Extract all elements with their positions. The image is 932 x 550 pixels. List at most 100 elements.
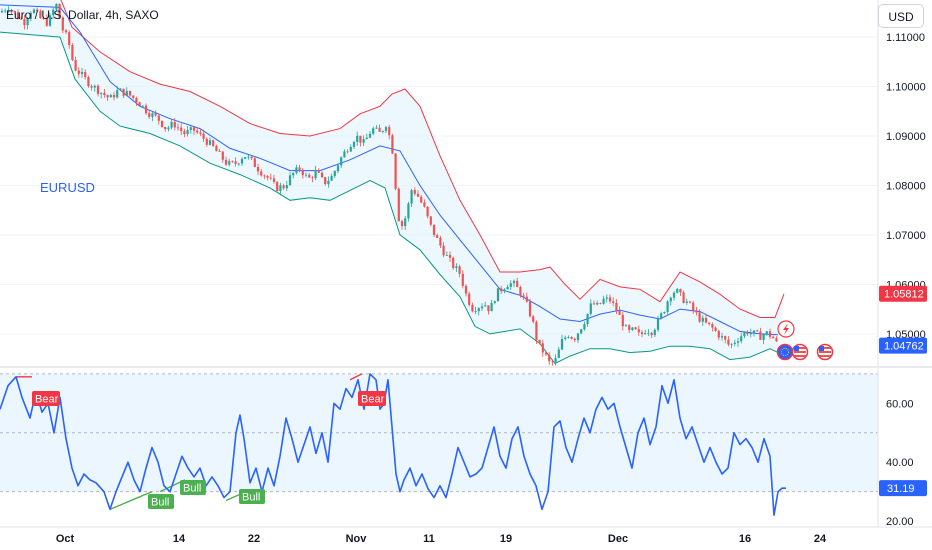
candle-body	[170, 121, 173, 128]
candle-body	[343, 151, 346, 158]
symbol-watermark: EURUSD	[40, 180, 95, 195]
candle-body	[250, 156, 253, 159]
candle-body	[237, 163, 240, 165]
candle-body	[48, 15, 52, 26]
bollinger-lower-line	[0, 31, 779, 365]
rsi-tag-label: 31.19	[887, 483, 915, 495]
candle-body	[311, 177, 314, 179]
bear-divergence-line	[349, 373, 363, 381]
candle-body	[762, 334, 765, 340]
price-tag-label: 1.05812	[884, 289, 924, 301]
candle-body	[36, 9, 39, 11]
candle-body	[423, 202, 426, 207]
candle-body	[698, 312, 701, 322]
candle-body	[231, 161, 234, 163]
candle-body	[381, 130, 384, 132]
us-flag-icon[interactable]	[816, 343, 834, 361]
candle-body	[119, 88, 122, 91]
candle-body	[13, 10, 16, 13]
candle-body	[679, 288, 682, 293]
price-tick-label: 1.09000	[886, 131, 926, 143]
eu-flag-icon[interactable]	[776, 343, 794, 361]
candle-body	[490, 302, 493, 312]
candle-body	[333, 170, 336, 176]
time-tick-label: 24	[814, 533, 827, 545]
candle-body	[266, 175, 269, 178]
candle-body	[567, 336, 570, 338]
candle-body	[29, 12, 32, 20]
candle-body	[269, 177, 272, 179]
candle-body	[202, 133, 205, 139]
candle-body	[391, 135, 394, 154]
candle-body	[432, 224, 436, 235]
candle-body	[234, 161, 237, 164]
candle-body	[452, 257, 455, 269]
candle-body	[39, 10, 42, 19]
candle-body	[653, 329, 656, 336]
candle-body	[74, 59, 77, 71]
candle-body	[154, 113, 157, 116]
candle-body	[103, 92, 106, 96]
price-tags: 1.05812 1.04762	[879, 285, 927, 354]
currency-button[interactable]: USD	[878, 4, 924, 28]
rsi-tick-label: 20.00	[886, 516, 914, 528]
candle-body	[384, 127, 388, 131]
candle-body	[244, 157, 247, 159]
candle-body	[314, 170, 317, 179]
candle-body	[272, 178, 276, 182]
candle-body	[260, 171, 263, 176]
candle-body	[496, 288, 500, 302]
us-flag-icon[interactable]	[791, 343, 809, 361]
price-tag-box	[879, 337, 927, 354]
candle-body	[416, 193, 420, 197]
candle-body	[128, 90, 132, 96]
candle-body	[352, 141, 356, 148]
candle-body	[493, 301, 496, 303]
rsi-axis-labels: 60.00 40.00 20.00	[886, 398, 914, 528]
candle-body	[304, 174, 308, 176]
candle-body	[356, 135, 359, 142]
candle-body	[596, 302, 599, 305]
candle-body	[669, 297, 672, 302]
candle-body	[640, 332, 644, 335]
candle-body	[474, 311, 477, 312]
candle-body	[138, 102, 141, 107]
bull-label-box	[239, 489, 265, 504]
candle-body	[583, 324, 586, 330]
time-tick-label: Dec	[608, 533, 628, 545]
candle-body	[759, 331, 762, 340]
bear-label-box	[358, 391, 386, 406]
time-tick-label: Nov	[346, 533, 368, 545]
bull-label-box	[148, 494, 174, 509]
candle-body	[656, 318, 660, 330]
candle-body	[80, 71, 84, 74]
candlestick-series	[0, 3, 778, 366]
candle-body	[87, 77, 90, 87]
candle-body	[71, 45, 74, 60]
candle-body	[317, 170, 320, 173]
candle-body	[615, 302, 618, 311]
candle-body	[484, 305, 487, 307]
lightning-icon[interactable]	[777, 320, 795, 338]
candle-body	[359, 135, 362, 143]
candle-body	[125, 90, 128, 96]
time-tick-label: 11	[423, 533, 435, 545]
candle-body	[538, 339, 541, 344]
candle-body	[135, 97, 138, 103]
candle-body	[516, 280, 519, 288]
candle-body	[650, 332, 653, 336]
candle-body	[736, 341, 740, 343]
candle-body	[624, 325, 628, 327]
candle-body	[77, 70, 80, 74]
candle-body	[221, 151, 224, 160]
candle-body	[503, 289, 506, 292]
candle-body	[90, 86, 93, 88]
time-tick-label: 22	[248, 533, 260, 545]
candle-body	[215, 145, 218, 152]
candle-body	[346, 151, 349, 153]
bull-label-text: Bull	[183, 483, 201, 495]
time-tick-label: 14	[173, 533, 186, 545]
candle-body	[439, 237, 442, 246]
bollinger-upper-line	[60, 0, 785, 318]
